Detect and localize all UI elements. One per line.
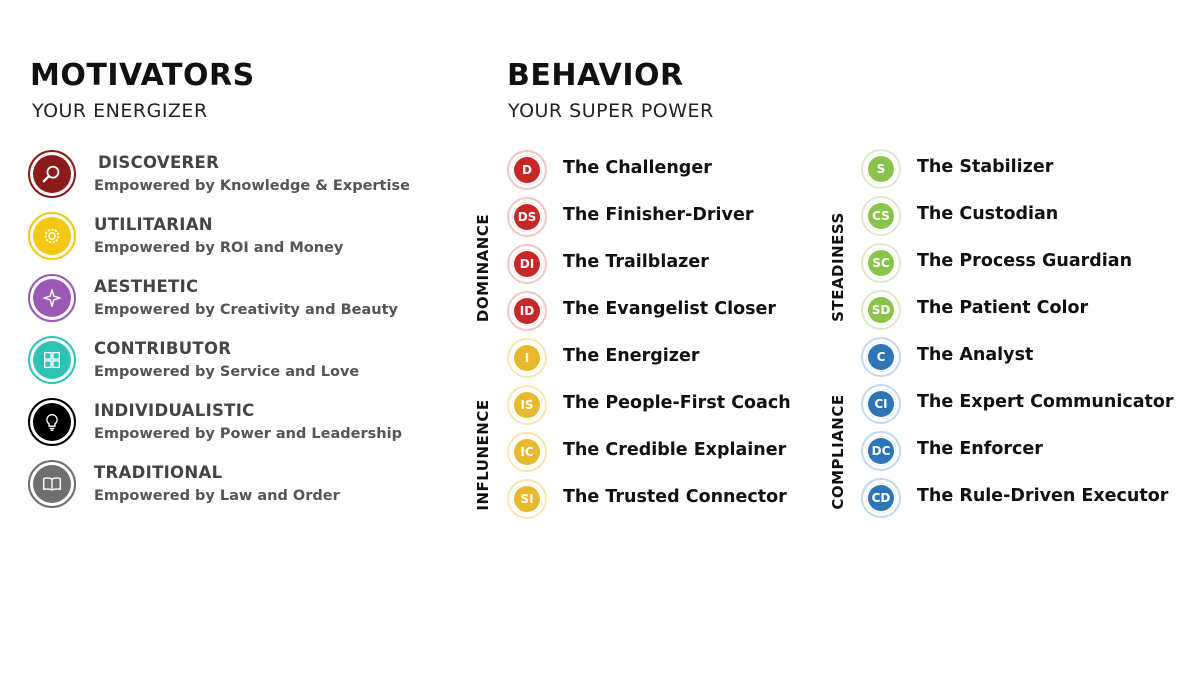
motivator-description: Empowered by Knowledge & Expertise: [94, 178, 410, 194]
motivator-traditional: TRADITIONAL Empowered by Law and Order: [28, 460, 468, 516]
behavior-item-d: D The Challenger: [507, 150, 827, 190]
behavior-label: The Evangelist Closer: [563, 299, 777, 319]
behavior-label: The Process Guardian: [917, 251, 1133, 271]
motivator-utilitarian: UTILITARIAN Empowered by ROI and Money: [28, 212, 468, 268]
behavior-code-badge: IS: [512, 390, 542, 420]
behavior-item-cd: CD The Rule-Driven Executor: [861, 478, 1181, 518]
book-icon: [33, 465, 71, 503]
behavior-item-s: S The Stabilizer: [861, 149, 1181, 189]
behavior-title: BEHAVIOR: [507, 58, 684, 93]
group-label-compliance: COMPLIANCE: [829, 394, 847, 510]
motivator-name: AESTHETIC: [94, 277, 199, 296]
behavior-item-ci: CI The Expert Communicator: [861, 384, 1181, 424]
behavior-code-badge: SC: [866, 248, 896, 278]
behavior-label: The Analyst: [917, 345, 1034, 365]
behavior-subtitle: YOUR SUPER POWER: [508, 100, 714, 122]
behavior-item-id: ID The Evangelist Closer: [507, 291, 827, 331]
behavior-code-badge: CI: [866, 389, 896, 419]
behavior-label: The Custodian: [917, 204, 1059, 224]
motivator-description: Empowered by Service and Love: [94, 364, 360, 380]
behavior-item-sd: SD The Patient Color: [861, 290, 1181, 330]
motivator-individualistic: INDIVIDUALISTIC Empowered by Power and L…: [28, 398, 468, 454]
behavior-label: The Credible Explainer: [563, 440, 787, 460]
behavior-code-badge: DS: [512, 202, 542, 232]
motivator-name: DISCOVERER: [98, 153, 220, 172]
behavior-code-badge: S: [866, 154, 896, 184]
behavior-code-badge: CS: [866, 201, 896, 231]
group-label-influence: INFLUNENCE: [474, 399, 492, 511]
behavior-code-badge: CD: [866, 483, 896, 513]
group-label-steadiness: STEADINESS: [829, 212, 847, 322]
group-label-dominance: DOMINANCE: [474, 213, 492, 323]
behavior-item-cs: CS The Custodian: [861, 196, 1181, 236]
motivators-title: MOTIVATORS: [30, 58, 255, 93]
motivator-aesthetic: AESTHETIC Empowered by Creativity and Be…: [28, 274, 468, 330]
behavior-item-si: SI The Trusted Connector: [507, 479, 827, 519]
motivator-description: Empowered by Creativity and Beauty: [94, 302, 398, 318]
motivator-name: INDIVIDUALISTIC: [94, 401, 255, 420]
behavior-code-badge: DC: [866, 436, 896, 466]
behavior-label: The Challenger: [563, 158, 712, 178]
behavior-code-badge: ID: [512, 296, 542, 326]
behavior-label: The Finisher-Driver: [563, 205, 754, 225]
motivator-contributor: CONTRIBUTOR Empowered by Service and Lov…: [28, 336, 468, 392]
behavior-item-dc: DC The Enforcer: [861, 431, 1181, 471]
behavior-label: The Rule-Driven Executor: [917, 486, 1169, 506]
behavior-item-sc: SC The Process Guardian: [861, 243, 1181, 283]
motivators-subtitle: YOUR ENERGIZER: [32, 100, 208, 122]
motivator-name: UTILITARIAN: [94, 215, 213, 234]
motivator-description: Empowered by Law and Order: [94, 488, 340, 504]
puzzle-icon: [33, 341, 71, 379]
behavior-item-di: DI The Trailblazer: [507, 244, 827, 284]
behavior-item-c: C The Analyst: [861, 337, 1181, 377]
behavior-code-badge: C: [866, 342, 896, 372]
behavior-label: The Expert Communicator: [917, 392, 1174, 412]
behavior-code-badge: SI: [512, 484, 542, 514]
behavior-item-is: IS The People-First Coach: [507, 385, 827, 425]
motivator-name: CONTRIBUTOR: [94, 339, 232, 358]
behavior-code-badge: I: [512, 343, 542, 373]
magnifier-icon: [33, 155, 71, 193]
behavior-code-badge: DI: [512, 249, 542, 279]
behavior-label: The Enforcer: [917, 439, 1043, 459]
behavior-label: The Patient Color: [917, 298, 1089, 318]
behavior-item-i: I The Energizer: [507, 338, 827, 378]
sparkle-icon: [33, 279, 71, 317]
behavior-label: The Energizer: [563, 346, 700, 366]
behavior-item-ds: DS The Finisher-Driver: [507, 197, 827, 237]
behavior-label: The Trusted Connector: [563, 487, 787, 507]
motivator-name: TRADITIONAL: [94, 463, 223, 482]
behavior-label: The People-First Coach: [563, 393, 791, 413]
behavior-code-badge: D: [512, 155, 542, 185]
behavior-code-badge: SD: [866, 295, 896, 325]
behavior-label: The Stabilizer: [917, 157, 1054, 177]
motivator-discoverer: DISCOVERER Empowered by Knowledge & Expe…: [28, 150, 468, 206]
motivator-description: Empowered by ROI and Money: [94, 240, 344, 256]
behavior-code-badge: IC: [512, 437, 542, 467]
gear-coin-icon: [33, 217, 71, 255]
motivator-description: Empowered by Power and Leadership: [94, 426, 402, 442]
lightbulb-icon: [33, 403, 71, 441]
behavior-item-ic: IC The Credible Explainer: [507, 432, 827, 472]
behavior-label: The Trailblazer: [563, 252, 709, 272]
